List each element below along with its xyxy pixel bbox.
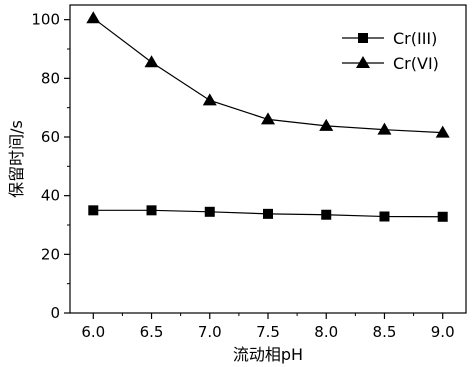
- data-point: [202, 93, 217, 106]
- legend-item: Cr(VI): [342, 54, 439, 73]
- legend-marker: [358, 33, 368, 43]
- data-point: [86, 11, 101, 24]
- legend: Cr(III) Cr(VI): [342, 29, 439, 73]
- data-point: [377, 122, 392, 135]
- data-point: [204, 206, 215, 217]
- data-point: [319, 118, 334, 131]
- data-point: [261, 112, 275, 125]
- x-axis: 6.0 6.5 7.0 7.5 8.0 8.5 9.0: [81, 313, 455, 341]
- x-tick-label: 8.5: [373, 323, 397, 341]
- y-axis: 0 20 40 60 80 100: [31, 11, 70, 322]
- x-tick-label: 9.0: [431, 323, 455, 341]
- data-point: [321, 209, 332, 220]
- series-layer: [86, 11, 450, 222]
- y-tick-label: 0: [50, 304, 60, 322]
- y-tick-label: 40: [41, 187, 60, 205]
- y-tick-label: 20: [41, 245, 60, 263]
- data-point: [379, 211, 390, 222]
- x-tick-label: 8.0: [314, 323, 338, 341]
- y-tick-label: 60: [41, 128, 60, 146]
- plot-border: [69, 4, 467, 314]
- legend-label: Cr(VI): [393, 54, 439, 73]
- legend-label: Cr(III): [393, 29, 437, 48]
- data-point: [144, 55, 159, 68]
- data-point: [146, 205, 157, 216]
- series-cr-vi: [86, 11, 450, 138]
- data-point: [435, 125, 450, 138]
- plot-frame: [69, 4, 467, 314]
- legend-item: Cr(III): [342, 29, 437, 48]
- y-tick-label: 80: [41, 69, 60, 87]
- x-axis-title: 流动相pH: [233, 345, 303, 364]
- series-cr-iii: [88, 205, 448, 222]
- x-tick-label: 7.5: [256, 323, 280, 341]
- x-tick-label: 6.5: [140, 323, 164, 341]
- data-point: [437, 211, 448, 222]
- data-point: [263, 208, 273, 219]
- data-point: [88, 205, 99, 216]
- y-axis-title: 保留时间/s: [7, 120, 26, 198]
- x-tick-label: 6.0: [81, 323, 105, 341]
- legend-marker: [356, 56, 370, 68]
- y-tick-label: 100: [31, 11, 60, 29]
- x-tick-label: 7.0: [198, 323, 222, 341]
